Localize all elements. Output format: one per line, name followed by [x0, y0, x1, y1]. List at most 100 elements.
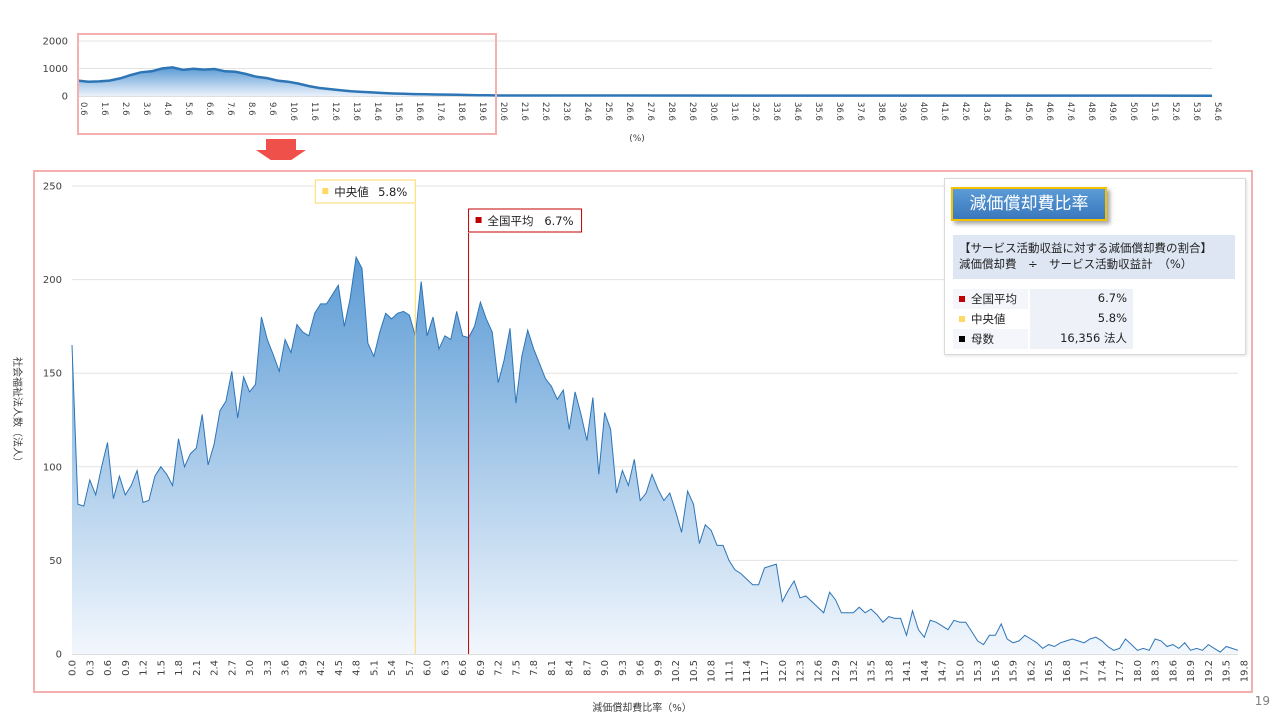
stat-value-median: 5.8%	[1030, 309, 1133, 329]
overview-x-tick: 52.6	[1170, 102, 1180, 121]
overview-x-tick: 5.6	[183, 102, 193, 116]
stat-value-mean: 6.7%	[1030, 289, 1133, 309]
overview-x-tick: 46.6	[1044, 102, 1054, 121]
x-tick-label: 18.9	[1186, 660, 1197, 682]
x-tick-label: 14.4	[920, 660, 931, 682]
x-tick-label: 3.0	[245, 660, 256, 676]
overview-x-tick: 12.6	[330, 102, 340, 121]
x-tick-label: 18.6	[1168, 660, 1179, 682]
x-tick-label: 7.5	[511, 660, 522, 676]
x-tick-label: 16.8	[1062, 660, 1073, 682]
x-tick-label: 10.5	[689, 660, 700, 682]
median-value: 5.8%	[378, 185, 407, 199]
overview-x-tick: 7.6	[225, 102, 235, 116]
overview-x-tick: 45.6	[1023, 102, 1033, 121]
overview-x-tick: 14.6	[372, 102, 382, 121]
page-number: 19	[1254, 694, 1270, 708]
x-axis-label: 減価償却費比率（%）	[592, 701, 692, 714]
x-tick-label: 6.9	[476, 660, 487, 676]
x-tick-label: 19.5	[1222, 660, 1233, 682]
overview-x-tick: 21.6	[519, 102, 529, 121]
x-tick-label: 15.9	[1009, 660, 1020, 682]
x-tick-label: 4.2	[316, 660, 327, 676]
x-tick-label: 11.4	[742, 660, 753, 682]
x-tick-label: 0.9	[121, 660, 132, 676]
overview-x-tick: 1.6	[99, 102, 109, 116]
count-marker-icon	[959, 336, 965, 342]
overview-x-tick: 31.6	[729, 102, 739, 121]
mean-marker-icon	[475, 217, 482, 223]
overview-x-tick: 33.6	[771, 102, 781, 121]
median-label-box	[314, 179, 416, 204]
overview-x-tick: 39.6	[897, 102, 907, 121]
overview-y-tick: 1000	[43, 64, 68, 75]
info-title: 減価償却費比率	[951, 187, 1107, 221]
overview-x-tick: 54.6	[1212, 102, 1222, 121]
overview-x-tick: 4.6	[162, 102, 172, 116]
overview-x-tick: 48.6	[1086, 102, 1096, 121]
x-tick-label: 15.0	[955, 660, 966, 682]
overview-x-tick: 28.6	[666, 102, 676, 121]
overview-x-tick: 35.6	[813, 102, 823, 121]
stat-label-count: 母数	[971, 331, 994, 346]
x-tick-label: 9.0	[600, 660, 611, 676]
overview-x-tick: 6.6	[204, 102, 214, 116]
overview-x-tick: 30.6	[708, 102, 718, 121]
overview-x-tick: 41.6	[939, 102, 949, 121]
x-tick-label: 16.5	[1044, 660, 1055, 682]
median-label: 中央値	[334, 185, 369, 199]
info-desc-line2: 減価償却費 ÷ サービス活動収益計 （%）	[959, 257, 1193, 271]
y-axis-label: 社会福祉法人数（法人）	[11, 357, 24, 467]
overview-line	[77, 66, 1213, 97]
overview-x-tick: 37.6	[855, 102, 865, 121]
x-tick-label: 0.3	[85, 660, 96, 676]
x-tick-label: 4.8	[352, 660, 363, 676]
x-tick-label: 13.5	[867, 660, 878, 682]
overview-x-tick: 15.6	[393, 102, 403, 121]
overview-x-tick: 53.6	[1191, 102, 1201, 121]
y-tick-label: 0	[56, 650, 62, 661]
x-tick-label: 9.3	[618, 660, 629, 676]
y-tick-label: 250	[43, 182, 62, 193]
overview-x-tick: 23.6	[561, 102, 571, 121]
overview-area	[78, 67, 1212, 96]
stat-row-count: 母数 16,356 法人	[953, 329, 1133, 349]
info-stats-table: 全国平均 6.7% 中央値 5.8% 母数 16,356 法人	[953, 289, 1133, 349]
x-tick-label: 17.7	[1115, 660, 1126, 682]
x-tick-label: 3.9	[298, 660, 309, 676]
overview-x-tick: 20.6	[498, 102, 508, 121]
overview-x-tick: 25.6	[603, 102, 613, 121]
x-tick-label: 15.6	[991, 660, 1002, 682]
overview-x-tick: 44.6	[1002, 102, 1012, 121]
x-tick-label: 13.2	[849, 660, 860, 682]
x-tick-label: 9.6	[636, 660, 647, 676]
x-tick-label: 17.1	[1080, 660, 1091, 682]
overview-x-tick: 32.6	[750, 102, 760, 121]
x-tick-label: 8.7	[582, 660, 593, 676]
overview-histogram: 0 1000 2000 0.6 1.6 2.6 3.6 4.6 5.6 6.6 7.6 8.6 9.6…	[43, 33, 1222, 160]
info-desc-line1: 【サービス活動収益に対する減価償却費の割合】	[959, 241, 1212, 255]
overview-x-unit: (%)	[629, 134, 645, 144]
overview-x-tick: 51.6	[1149, 102, 1159, 121]
x-tick-label: 10.8	[707, 660, 718, 682]
mean-label-box	[468, 208, 583, 233]
x-tick-label: 2.4	[210, 660, 221, 676]
overview-x-tick: 9.6	[267, 102, 277, 116]
y-tick-label: 100	[43, 462, 62, 473]
x-tick-label: 7.2	[494, 660, 505, 676]
median-marker-icon	[322, 188, 329, 194]
overview-x-tick: 0.6	[78, 102, 88, 116]
x-tick-label: 5.1	[369, 660, 380, 676]
x-tick-label: 6.3	[440, 660, 451, 676]
overview-x-tick: 27.6	[645, 102, 655, 121]
mean-label: 全国平均	[488, 214, 534, 228]
x-tick-label: 0.0	[68, 660, 79, 676]
x-tick-label: 13.8	[884, 660, 895, 682]
x-tick-label: 6.6	[458, 660, 469, 676]
x-tick-label: 9.9	[653, 660, 664, 676]
median-marker-icon	[959, 316, 965, 322]
overview-x-tick: 3.6	[141, 102, 151, 116]
x-tick-label: 2.7	[227, 660, 238, 676]
overview-x-tick: 40.6	[918, 102, 928, 121]
x-tick-label: 15.3	[973, 660, 984, 682]
